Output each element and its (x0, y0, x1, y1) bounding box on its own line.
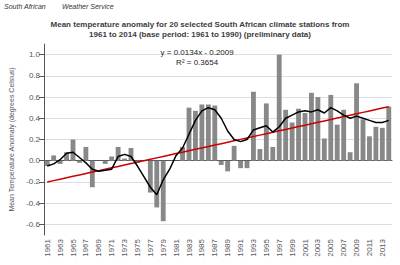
svg-text:1995: 1995 (262, 238, 271, 256)
svg-text:South African: South African (4, 3, 46, 10)
svg-text:y = 0.0134x - 0.2009: y = 0.0134x - 0.2009 (161, 48, 235, 57)
svg-text:2007: 2007 (339, 238, 348, 256)
svg-text:1989: 1989 (223, 238, 232, 256)
svg-text:Mean temperature anomaly for 2: Mean temperature anomaly for 20 selected… (51, 20, 350, 29)
svg-text:1969: 1969 (94, 238, 103, 256)
svg-text:-0.2: -0.2 (26, 177, 40, 186)
svg-text:1985: 1985 (197, 238, 206, 256)
svg-text:0.0: 0.0 (29, 156, 41, 165)
svg-text:1.0: 1.0 (29, 50, 41, 59)
svg-text:1997: 1997 (275, 238, 284, 256)
svg-text:1965: 1965 (69, 238, 78, 256)
svg-text:1963: 1963 (56, 238, 65, 256)
svg-text:2003: 2003 (313, 238, 322, 256)
svg-text:1961 to 2014 (base period: 196: 1961 to 2014 (base period: 1961 to 1990)… (89, 30, 311, 39)
svg-text:1993: 1993 (249, 238, 258, 256)
svg-text:2001: 2001 (301, 238, 310, 256)
svg-text:2005: 2005 (326, 238, 335, 256)
svg-text:1967: 1967 (81, 238, 90, 256)
svg-text:0.8: 0.8 (29, 71, 41, 80)
svg-text:0.4: 0.4 (29, 114, 41, 123)
svg-text:R² = 0.3654: R² = 0.3654 (176, 58, 219, 67)
svg-text:-0.6: -0.6 (26, 220, 40, 229)
svg-text:1987: 1987 (210, 238, 219, 256)
svg-text:2009: 2009 (352, 238, 361, 256)
svg-text:-0.4: -0.4 (26, 199, 40, 208)
svg-text:1973: 1973 (120, 238, 129, 256)
svg-text:1983: 1983 (185, 238, 194, 256)
svg-text:1981: 1981 (172, 238, 181, 256)
svg-text:1991: 1991 (236, 238, 245, 256)
svg-text:0.2: 0.2 (29, 135, 41, 144)
svg-text:1971: 1971 (107, 238, 116, 256)
svg-text:0.6: 0.6 (29, 93, 41, 102)
svg-text:2013: 2013 (378, 238, 387, 256)
svg-text:Mean Temperature Anomaly (degr: Mean Temperature Anomaly (degrees Celsiu… (8, 67, 16, 211)
svg-text:Weather Service: Weather Service (62, 3, 114, 10)
svg-text:1979: 1979 (159, 238, 168, 256)
svg-text:1999: 1999 (288, 238, 297, 256)
svg-text:2011: 2011 (365, 238, 374, 256)
svg-text:1961: 1961 (43, 238, 52, 256)
svg-text:1977: 1977 (146, 238, 155, 256)
svg-text:1975: 1975 (133, 238, 142, 256)
